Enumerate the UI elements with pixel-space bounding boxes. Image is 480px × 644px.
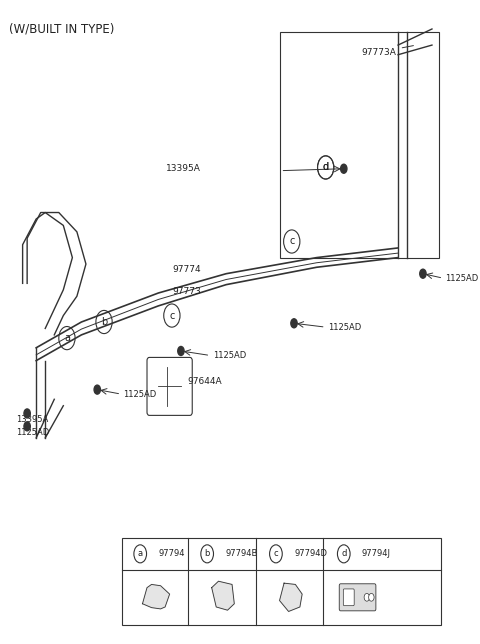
- Text: 97773A: 97773A: [362, 46, 413, 57]
- Text: (W/BUILT IN TYPE): (W/BUILT IN TYPE): [9, 23, 114, 35]
- Text: 97794B: 97794B: [225, 549, 258, 558]
- Text: 97773: 97773: [172, 287, 201, 296]
- Text: 1125AD: 1125AD: [445, 274, 479, 283]
- FancyBboxPatch shape: [343, 589, 354, 605]
- Circle shape: [291, 319, 297, 328]
- Text: c: c: [169, 310, 175, 321]
- Bar: [280, 32, 439, 258]
- Text: d: d: [341, 549, 347, 558]
- Text: 97794D: 97794D: [294, 549, 327, 558]
- Polygon shape: [143, 585, 169, 609]
- Text: b: b: [101, 317, 107, 327]
- Circle shape: [364, 594, 370, 601]
- FancyBboxPatch shape: [339, 583, 376, 611]
- Circle shape: [24, 422, 30, 431]
- Text: a: a: [64, 333, 70, 343]
- Text: d: d: [323, 162, 329, 173]
- Text: 97794: 97794: [158, 549, 185, 558]
- Text: a: a: [138, 549, 143, 558]
- Text: b: b: [204, 549, 210, 558]
- Text: d: d: [323, 162, 329, 173]
- Text: 97774: 97774: [173, 265, 201, 274]
- Text: c: c: [289, 236, 294, 247]
- Circle shape: [178, 346, 184, 355]
- Circle shape: [24, 409, 30, 418]
- Text: c: c: [274, 549, 278, 558]
- Text: 97644A: 97644A: [188, 377, 222, 386]
- Bar: [122, 538, 441, 625]
- Text: 1125AD: 1125AD: [328, 323, 361, 332]
- Circle shape: [420, 269, 426, 278]
- Text: 1125AD: 1125AD: [213, 351, 246, 360]
- Circle shape: [341, 164, 347, 173]
- Text: 97794J: 97794J: [362, 549, 391, 558]
- Circle shape: [94, 385, 100, 394]
- Text: 13395A: 13395A: [16, 415, 48, 424]
- Polygon shape: [279, 583, 302, 612]
- Text: 1125AD: 1125AD: [16, 428, 49, 437]
- Text: 13395A: 13395A: [167, 164, 201, 173]
- Circle shape: [369, 594, 374, 601]
- Polygon shape: [212, 581, 234, 611]
- Text: 1125AD: 1125AD: [123, 390, 156, 399]
